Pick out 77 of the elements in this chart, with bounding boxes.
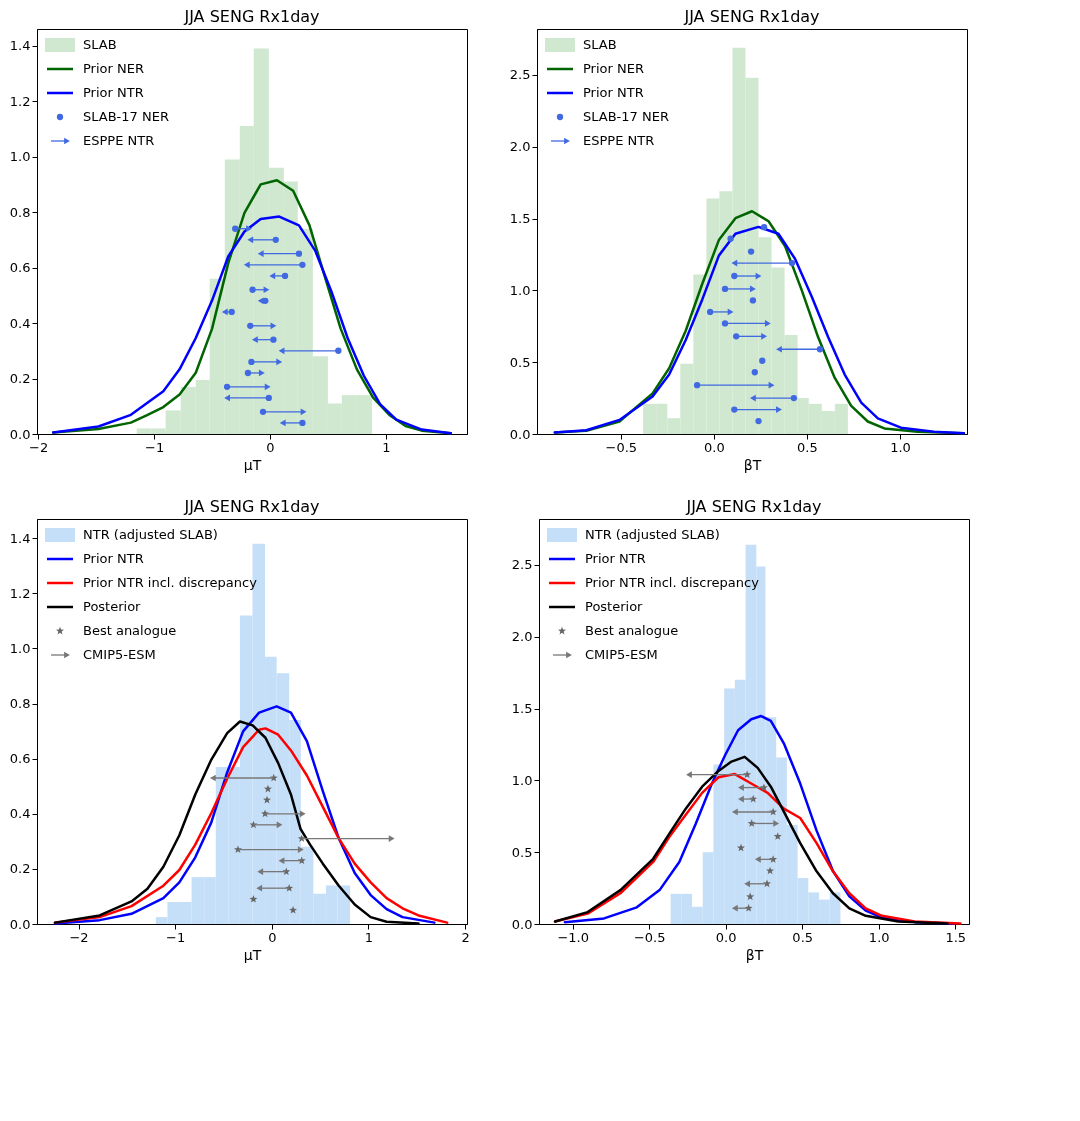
legend-label: SLAB <box>83 37 117 52</box>
y-tick-label: 0.5 <box>511 844 533 860</box>
legend-label: Prior NTR <box>583 85 644 100</box>
y-tick-label: 0.0 <box>511 916 533 932</box>
legend-label: Prior NER <box>83 61 144 76</box>
y-tick-label: 0.2 <box>9 861 31 877</box>
y-tick-label: 0.4 <box>9 806 31 822</box>
chart-title: JJA SENG Rx1day <box>183 7 320 26</box>
legend-label: ESPPE NTR <box>83 133 155 148</box>
x-axis-title: βT <box>745 946 764 963</box>
x-axis-title: βT <box>743 456 762 473</box>
legend-label: Posterior <box>585 599 644 614</box>
y-tick-label: 1.4 <box>9 38 31 54</box>
y-tick-label: 0.5 <box>509 354 531 370</box>
legend-label: SLAB-17 NER <box>83 109 169 124</box>
y-tick-label: 1.5 <box>509 211 531 227</box>
x-axis-title: μT <box>243 456 262 473</box>
x-tick-label: −1 <box>144 439 165 455</box>
legend-label: Posterior <box>83 599 142 614</box>
x-tick-label: −2 <box>29 439 49 455</box>
y-tick-label: 1.0 <box>509 282 531 298</box>
legend-label: Prior NTR <box>83 551 144 566</box>
y-tick-label: 1.4 <box>9 530 31 546</box>
legend-label: NTR (adjusted SLAB) <box>83 527 218 542</box>
legend-label: Prior NTR <box>83 85 144 100</box>
chart-title: JJA SENG Rx1day <box>183 497 320 516</box>
y-tick-label: 0.0 <box>9 426 31 442</box>
legend-label: ESPPE NTR <box>583 133 655 148</box>
y-tick-label: 0.8 <box>9 204 31 220</box>
x-tick-label: 1.0 <box>890 439 911 455</box>
x-tick-label: −1 <box>166 929 186 945</box>
y-tick-label: 0.8 <box>9 696 31 712</box>
x-tick-label: 1.0 <box>868 929 890 945</box>
x-tick-label: 0.0 <box>715 929 737 945</box>
legend-label: CMIP5-ESM <box>83 647 156 662</box>
y-tick-label: 2.5 <box>509 67 531 83</box>
x-tick-label: 1 <box>364 929 374 945</box>
legend-label: Prior NER <box>583 61 644 76</box>
x-tick-label: 2 <box>461 929 470 945</box>
x-tick-label: 0.0 <box>704 439 725 455</box>
y-tick-label: 2.0 <box>509 139 531 155</box>
y-tick-label: 2.5 <box>511 557 533 573</box>
legend-label: NTR (adjusted SLAB) <box>585 527 720 542</box>
chart-title: JJA SENG Rx1day <box>685 497 822 516</box>
x-tick-label: 0.5 <box>797 439 818 455</box>
y-tick-label: 0.0 <box>9 916 31 932</box>
y-tick-label: 2.0 <box>511 629 533 645</box>
legend-label: Prior NTR <box>585 551 646 566</box>
legend-label: CMIP5-ESM <box>585 647 658 662</box>
x-tick-label: −2 <box>69 929 89 945</box>
x-tick-label: 1 <box>382 439 391 455</box>
x-tick-label: 0 <box>266 439 275 455</box>
y-tick-label: 1.5 <box>511 701 533 717</box>
y-tick-label: 1.2 <box>9 93 31 109</box>
legend-label: SLAB <box>583 37 617 52</box>
y-tick-label: 1.2 <box>9 585 31 601</box>
y-tick-label: 0.4 <box>9 315 31 331</box>
chart-title: JJA SENG Rx1day <box>683 7 820 26</box>
legend-label: Prior NTR incl. discrepancy <box>83 575 258 590</box>
y-tick-label: 0.6 <box>9 260 31 276</box>
legend-label: Best analogue <box>83 623 177 638</box>
legend-label: Prior NTR incl. discrepancy <box>585 575 760 590</box>
x-tick-label: 0 <box>268 929 277 945</box>
y-tick-label: 0.6 <box>9 751 31 767</box>
legend-label: SLAB-17 NER <box>583 109 669 124</box>
x-tick-label: 0.5 <box>792 929 814 945</box>
y-tick-label: 0.0 <box>509 426 531 442</box>
x-axis-title: μT <box>243 946 262 963</box>
y-tick-label: 1.0 <box>511 772 533 788</box>
y-tick-label: 0.2 <box>9 371 31 387</box>
y-tick-label: 1.0 <box>9 149 31 165</box>
legend-label: Best analogue <box>585 623 679 638</box>
x-tick-label: −0.5 <box>605 439 638 455</box>
x-tick-label: −0.5 <box>633 929 666 945</box>
y-tick-label: 1.0 <box>9 640 31 656</box>
x-tick-label: −1.0 <box>557 929 589 945</box>
x-tick-label: 1.5 <box>945 929 967 945</box>
